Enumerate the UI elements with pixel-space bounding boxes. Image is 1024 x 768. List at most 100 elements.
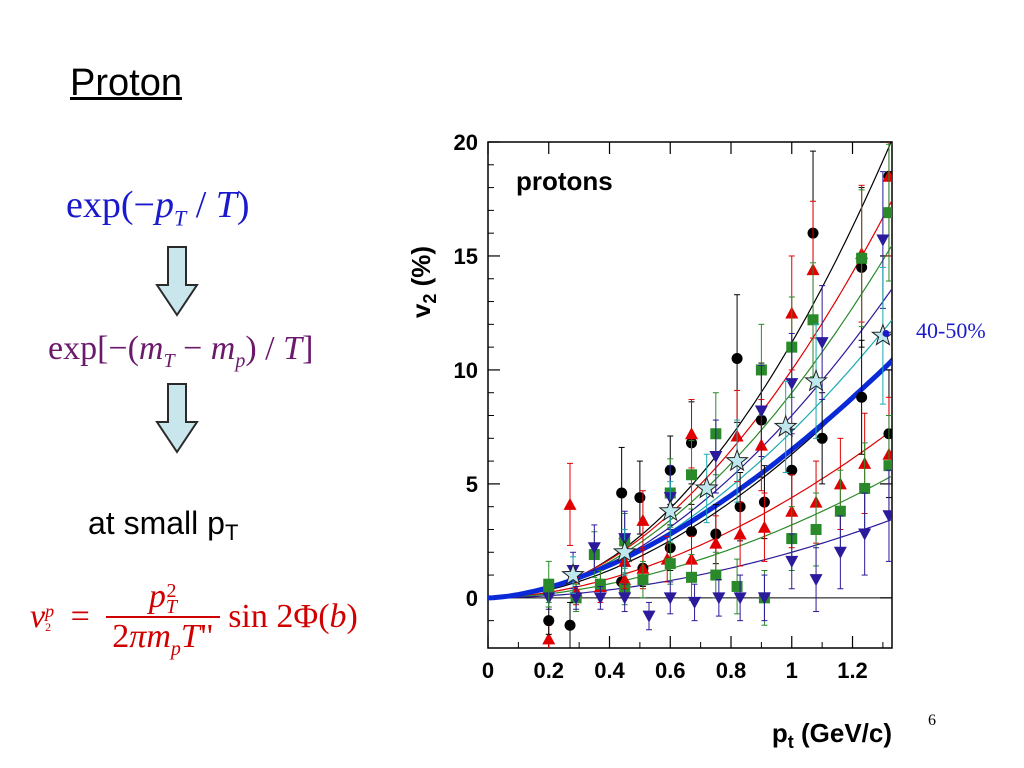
data-point bbox=[876, 234, 890, 247]
data-point bbox=[685, 427, 699, 440]
plot-frame bbox=[487, 141, 893, 649]
data-point bbox=[658, 498, 683, 522]
data-point bbox=[694, 476, 719, 499]
data-point bbox=[542, 632, 556, 645]
page-number: 6 bbox=[928, 712, 936, 729]
y-tick-label: 5 bbox=[466, 472, 478, 497]
formula-exp-mt: exp[−(mT − mp) / T] bbox=[48, 330, 313, 373]
down-arrow-icon bbox=[155, 246, 199, 317]
data-point bbox=[810, 523, 822, 535]
data-point bbox=[816, 432, 828, 444]
slide-title: Proton bbox=[70, 62, 182, 104]
x-tick-label: 0 bbox=[482, 658, 494, 683]
data-point bbox=[688, 596, 702, 609]
centrality-label: 40-50% bbox=[916, 318, 986, 343]
data-point bbox=[664, 558, 676, 570]
x-tick-label: 0.6 bbox=[655, 658, 686, 683]
data-point bbox=[809, 574, 823, 587]
data-point bbox=[709, 536, 723, 549]
fit-curve bbox=[488, 244, 892, 599]
annotation-dot bbox=[882, 329, 890, 337]
data-point bbox=[870, 323, 892, 346]
y-tick-label: 10 bbox=[454, 358, 478, 383]
data-point bbox=[773, 414, 798, 437]
data-point bbox=[594, 578, 606, 590]
data-point bbox=[757, 520, 771, 533]
x-tick-label: 1.2 bbox=[837, 658, 868, 683]
data-point bbox=[593, 592, 607, 605]
data-point bbox=[834, 505, 846, 517]
x-axis-label: pt (GeV/c) bbox=[772, 718, 892, 750]
inset-label-protons: protons bbox=[516, 166, 613, 196]
v2-vs-pt-chart: 0 0.2 0.4 0.6 0.8 1 1.2 0 5 10 15 20 pt (GeV/c) v2 (%… bbox=[406, 130, 893, 750]
plot-content bbox=[488, 142, 892, 648]
data-point bbox=[710, 569, 722, 581]
x-tick-label: 0.2 bbox=[533, 658, 564, 683]
data-point bbox=[858, 528, 872, 541]
data-point bbox=[856, 252, 868, 264]
y-tick-label: 15 bbox=[454, 244, 478, 269]
data-point bbox=[663, 592, 677, 605]
x-axis-label-unit: (GeV/c) bbox=[794, 718, 892, 748]
data-point bbox=[725, 448, 749, 472]
data-point bbox=[785, 378, 799, 391]
data-point bbox=[712, 592, 726, 605]
data-point bbox=[686, 571, 698, 583]
y-axis-label: v2 (%) bbox=[406, 246, 440, 318]
data-point bbox=[785, 555, 799, 568]
data-point bbox=[807, 314, 819, 326]
data-point bbox=[882, 169, 892, 182]
data-point bbox=[859, 482, 871, 494]
formula-fraction: p2 T 2πmpT" bbox=[106, 578, 220, 661]
x-tick-label: 0.4 bbox=[594, 658, 625, 683]
thick-fit-curve bbox=[488, 358, 892, 601]
data-point bbox=[616, 487, 628, 499]
data-point bbox=[883, 428, 892, 440]
data-point bbox=[733, 592, 747, 605]
data-point bbox=[731, 580, 743, 592]
data-point bbox=[804, 368, 828, 392]
data-point bbox=[587, 542, 601, 555]
data-point bbox=[757, 592, 771, 605]
formula-exp-pt: exp(−pT / T) bbox=[66, 183, 250, 232]
formula-v2-proton: vp 2 = p2 T 2πmpT" sin 2Φ(b) bbox=[30, 578, 358, 661]
fit-curve bbox=[488, 429, 892, 599]
x-tick-label: 0.8 bbox=[716, 658, 747, 683]
data-point bbox=[642, 610, 656, 623]
data-point bbox=[786, 464, 798, 476]
data-point bbox=[634, 492, 646, 504]
small-pt-sub: T bbox=[224, 520, 239, 545]
small-pt-text: at small p bbox=[88, 505, 225, 541]
data-point bbox=[612, 539, 637, 563]
data-point bbox=[543, 578, 555, 590]
data-point bbox=[561, 562, 585, 586]
formula-exp-pt-text: exp(−pT / T) bbox=[66, 184, 250, 231]
y-axis-label-sub: 2 bbox=[420, 294, 440, 304]
data-point bbox=[731, 353, 743, 365]
data-point bbox=[618, 592, 632, 605]
data-point bbox=[543, 615, 555, 627]
y-tick-label: 0 bbox=[466, 586, 478, 611]
data-point bbox=[686, 526, 698, 538]
data-point bbox=[833, 546, 847, 559]
data-point bbox=[733, 527, 747, 540]
data-point bbox=[563, 497, 577, 510]
data-point bbox=[564, 619, 576, 631]
y-axis-label-unit: (%) bbox=[406, 246, 436, 294]
small-pt-caption: at small pT bbox=[88, 505, 238, 546]
data-point bbox=[754, 405, 768, 418]
y-tick-label: 20 bbox=[454, 130, 478, 155]
data-point bbox=[637, 574, 649, 586]
data-point bbox=[883, 207, 892, 219]
formula-exp-mt-text: exp[−(mT − mp) / T] bbox=[48, 330, 314, 372]
down-arrow-icon bbox=[155, 383, 199, 454]
data-point bbox=[883, 460, 892, 472]
data-point bbox=[636, 513, 650, 526]
x-axis-label-main: p bbox=[772, 718, 788, 748]
data-point bbox=[686, 469, 698, 481]
data-point bbox=[815, 337, 829, 350]
data-point bbox=[709, 451, 723, 464]
data-point bbox=[569, 592, 583, 605]
y-axis-label-main: v bbox=[406, 303, 436, 318]
data-point bbox=[882, 510, 892, 523]
